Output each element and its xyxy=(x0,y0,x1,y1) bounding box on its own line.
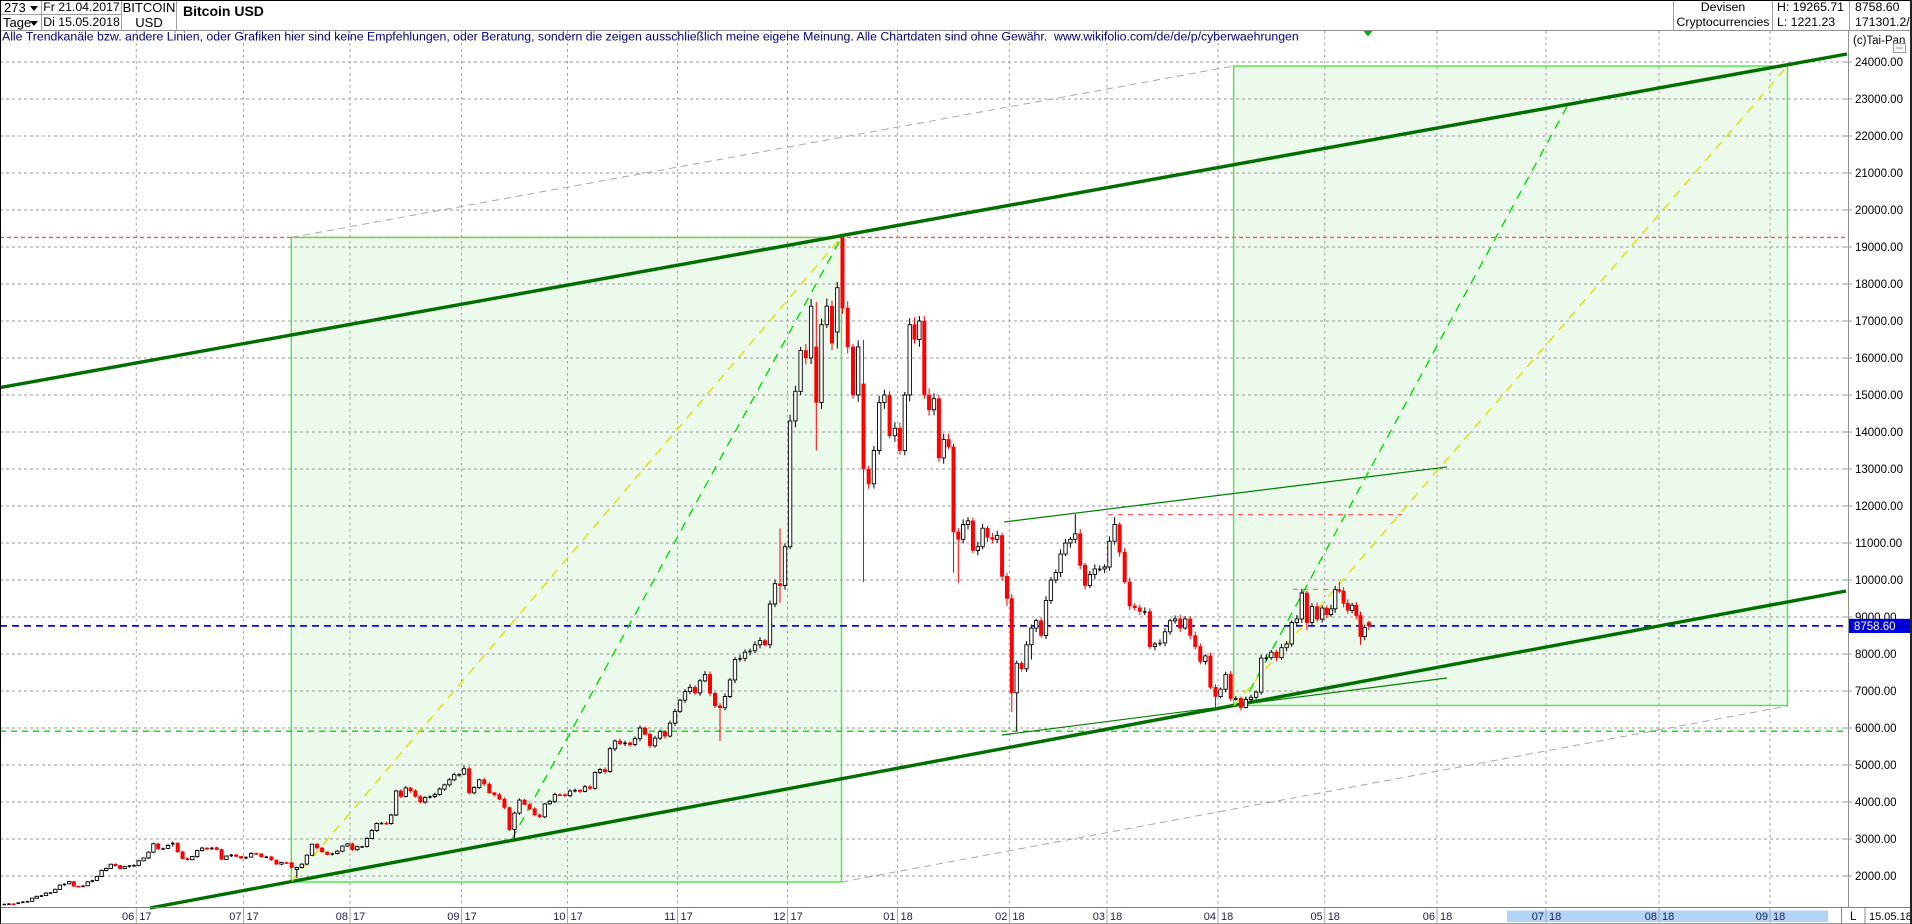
svg-text:14000.00: 14000.00 xyxy=(1855,427,1903,439)
svg-text:09: 09 xyxy=(447,911,459,923)
svg-text:18: 18 xyxy=(1328,911,1340,923)
svg-text:6000.00: 6000.00 xyxy=(1855,723,1897,735)
svg-text:10: 10 xyxy=(553,911,565,923)
svg-text:07: 07 xyxy=(229,911,241,923)
svg-text:17: 17 xyxy=(247,911,259,923)
svg-text:L: L xyxy=(1850,911,1857,923)
svg-text:Alle Trendkanäle bzw. andere L: Alle Trendkanäle bzw. andere Linien, ode… xyxy=(2,30,1299,44)
svg-text:18: 18 xyxy=(1440,911,1452,923)
svg-text:(c)Tai-Pan: (c)Tai-Pan xyxy=(1853,35,1905,47)
svg-text:3000.00: 3000.00 xyxy=(1855,834,1897,846)
svg-text:09: 09 xyxy=(1756,911,1768,923)
svg-text:17: 17 xyxy=(571,911,583,923)
svg-text:04: 04 xyxy=(1204,911,1216,923)
svg-text:18: 18 xyxy=(1012,911,1024,923)
svg-text:17: 17 xyxy=(465,911,477,923)
svg-text:18: 18 xyxy=(1662,911,1674,923)
svg-text:12000.00: 12000.00 xyxy=(1855,501,1903,513)
svg-text:4000.00: 4000.00 xyxy=(1855,797,1897,809)
svg-text:18: 18 xyxy=(1549,911,1561,923)
svg-text:17: 17 xyxy=(353,911,365,923)
svg-text:05: 05 xyxy=(1310,911,1322,923)
svg-text:24000.00: 24000.00 xyxy=(1855,57,1903,69)
svg-text:18: 18 xyxy=(901,911,913,923)
svg-text:13000.00: 13000.00 xyxy=(1855,464,1903,476)
svg-text:12: 12 xyxy=(773,911,785,923)
svg-text:15000.00: 15000.00 xyxy=(1855,390,1903,402)
svg-text:17: 17 xyxy=(681,911,693,923)
svg-text:18: 18 xyxy=(1110,911,1122,923)
svg-text:18: 18 xyxy=(1221,911,1233,923)
svg-text:8000.00: 8000.00 xyxy=(1855,649,1897,661)
svg-text:01: 01 xyxy=(883,911,895,923)
svg-text:10000.00: 10000.00 xyxy=(1855,575,1903,587)
svg-text:17000.00: 17000.00 xyxy=(1855,316,1903,328)
svg-text:08: 08 xyxy=(1645,911,1657,923)
svg-text:11000.00: 11000.00 xyxy=(1855,538,1902,550)
svg-text:02: 02 xyxy=(995,911,1007,923)
svg-text:17: 17 xyxy=(139,911,151,923)
svg-text:16000.00: 16000.00 xyxy=(1855,353,1903,365)
svg-text:15.05.18: 15.05.18 xyxy=(1869,911,1912,923)
svg-text:23000.00: 23000.00 xyxy=(1855,94,1903,106)
svg-text:21000.00: 21000.00 xyxy=(1855,168,1903,180)
svg-text:07: 07 xyxy=(1532,911,1544,923)
svg-text:17: 17 xyxy=(791,911,803,923)
svg-text:7000.00: 7000.00 xyxy=(1855,686,1897,698)
svg-text:08: 08 xyxy=(336,911,348,923)
svg-text:06: 06 xyxy=(122,911,134,923)
svg-text:03: 03 xyxy=(1093,911,1105,923)
svg-text:2000.00: 2000.00 xyxy=(1855,871,1897,883)
svg-text:19000.00: 19000.00 xyxy=(1855,242,1903,254)
svg-text:20000.00: 20000.00 xyxy=(1855,205,1903,217)
svg-text:18: 18 xyxy=(1773,911,1785,923)
svg-text:8758.60: 8758.60 xyxy=(1854,621,1896,633)
svg-text:22000.00: 22000.00 xyxy=(1855,131,1903,143)
svg-text:18000.00: 18000.00 xyxy=(1855,279,1903,291)
svg-text:06: 06 xyxy=(1423,911,1435,923)
svg-text:5000.00: 5000.00 xyxy=(1855,760,1897,772)
svg-text:11: 11 xyxy=(664,911,675,923)
